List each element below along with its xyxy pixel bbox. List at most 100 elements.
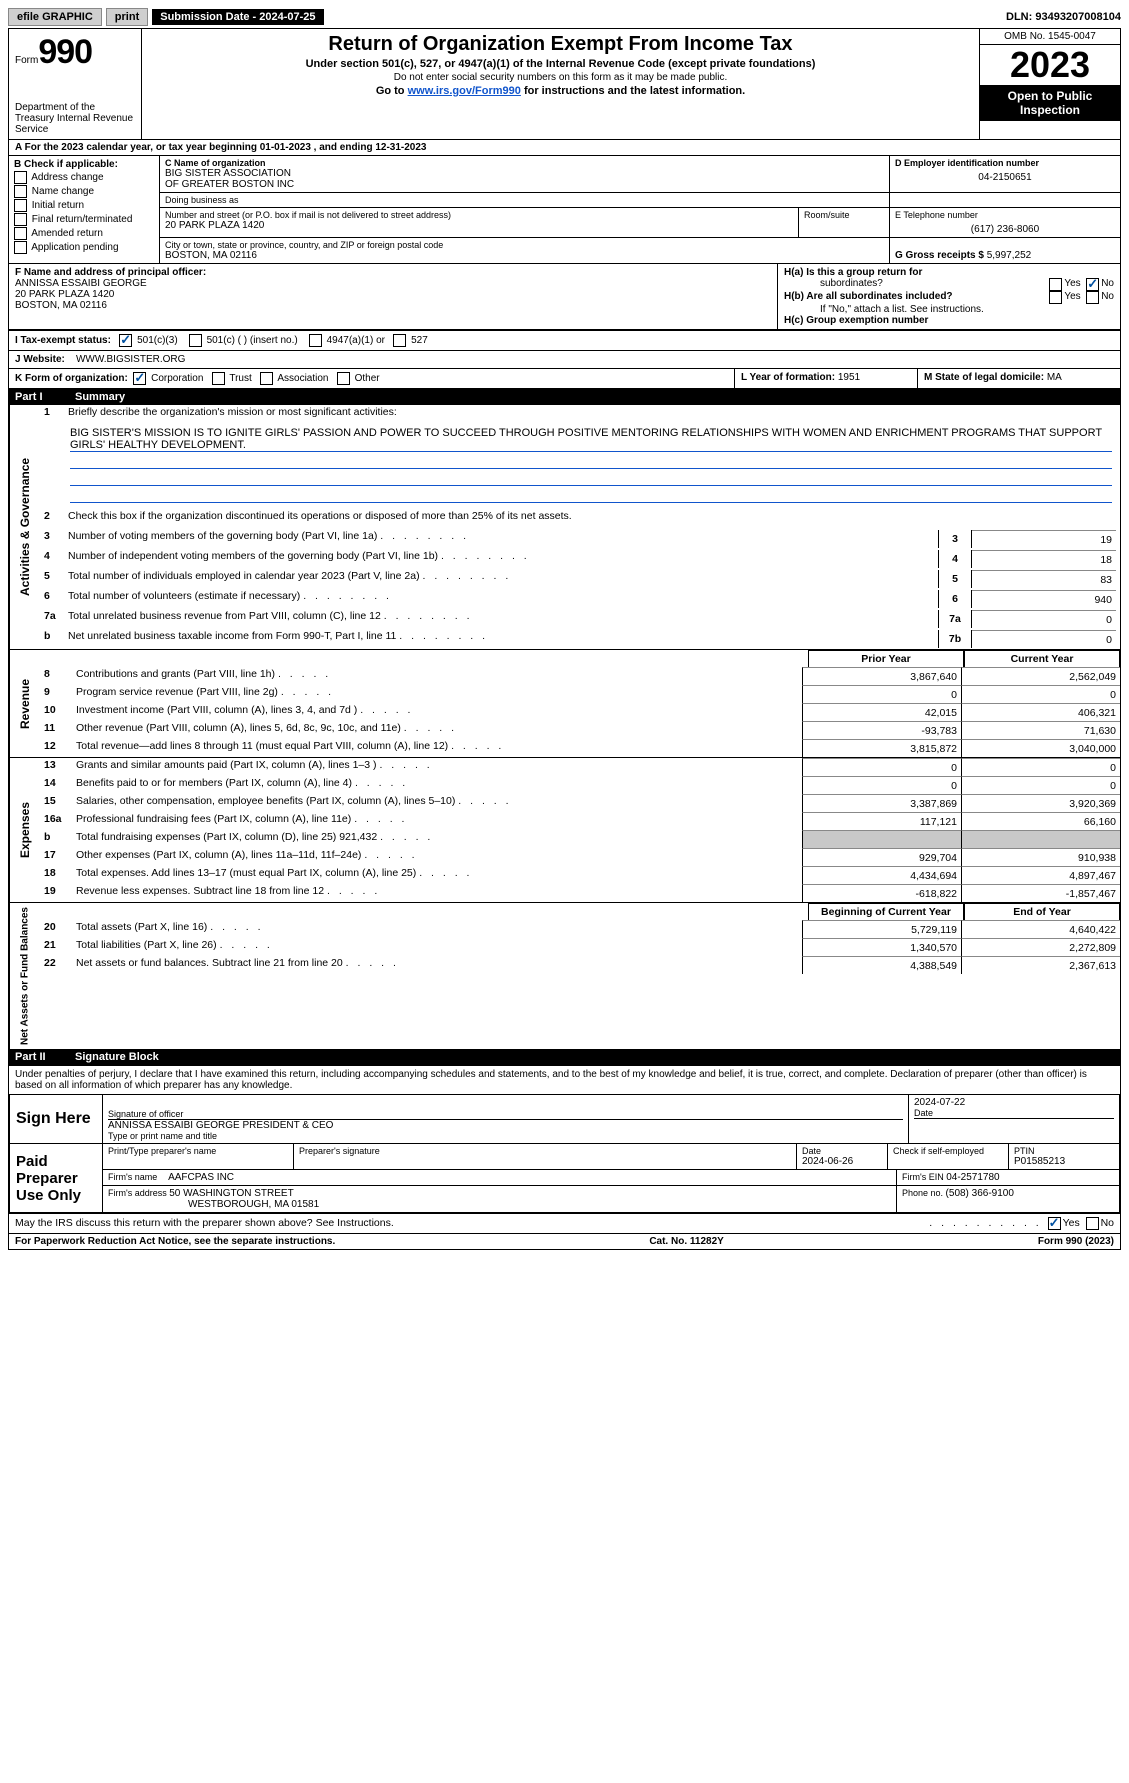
ha-no-label: No bbox=[1101, 278, 1114, 291]
line-num: 11 bbox=[40, 721, 72, 739]
section-h: H(a) Is this a group return for subordin… bbox=[777, 264, 1120, 329]
efile-button[interactable]: efile GRAPHIC bbox=[8, 8, 102, 26]
chk-amended[interactable]: Amended return bbox=[14, 227, 154, 240]
header-center: Return of Organization Exempt From Incom… bbox=[142, 29, 979, 139]
hc-label: H(c) Group exemption number bbox=[784, 315, 928, 326]
ssn-note: Do not enter social security numbers on … bbox=[148, 72, 973, 83]
gross-value: 5,997,252 bbox=[987, 250, 1032, 261]
chk-4947[interactable] bbox=[309, 334, 322, 347]
chk-initial-return-label: Initial return bbox=[32, 200, 84, 211]
line-desc: Salaries, other compensation, employee b… bbox=[72, 794, 802, 812]
col-prior-val: 117,121 bbox=[802, 812, 961, 830]
irs-link[interactable]: www.irs.gov/Form990 bbox=[408, 85, 521, 97]
prep-date-label: Date bbox=[802, 1146, 882, 1156]
line-desc: Total fundraising expenses (Part IX, col… bbox=[72, 830, 802, 848]
col-prior-val: 5,729,119 bbox=[802, 920, 961, 938]
hb-no-checkbox[interactable] bbox=[1086, 291, 1099, 304]
section-m: M State of legal domicile: MA bbox=[917, 369, 1120, 388]
discuss-text: May the IRS discuss this return with the… bbox=[15, 1217, 929, 1230]
section-f: F Name and address of principal officer:… bbox=[9, 264, 777, 329]
chk-other[interactable] bbox=[337, 372, 350, 385]
section-d-spacer bbox=[889, 193, 1120, 207]
ha-no-checkbox[interactable] bbox=[1086, 278, 1099, 291]
line-val: 940 bbox=[972, 590, 1116, 608]
ptin-label: PTIN bbox=[1014, 1146, 1114, 1156]
discuss-no-checkbox[interactable] bbox=[1086, 1217, 1099, 1230]
line1-num: 1 bbox=[44, 406, 68, 418]
chk-address-change[interactable]: Address change bbox=[14, 171, 154, 184]
col-current-val: 2,272,809 bbox=[961, 938, 1120, 956]
chk-trust[interactable] bbox=[212, 372, 225, 385]
line-desc: Benefits paid to or for members (Part IX… bbox=[72, 776, 802, 794]
website-url[interactable]: WWW.BIGSISTER.ORG bbox=[76, 354, 185, 365]
section-j: J Website: WWW.BIGSISTER.ORG bbox=[9, 351, 1120, 369]
firm-name-label: Firm's name bbox=[108, 1172, 160, 1182]
line-num: 21 bbox=[40, 938, 72, 956]
col-prior-val: 4,388,549 bbox=[802, 956, 961, 974]
gov-line: bNet unrelated business taxable income f… bbox=[40, 629, 1120, 649]
sig-officer-label: Signature of officer bbox=[108, 1109, 903, 1120]
col-current-val: 4,640,422 bbox=[961, 920, 1120, 938]
line-val: 19 bbox=[972, 530, 1116, 548]
line-val: 0 bbox=[972, 610, 1116, 628]
line-num: 22 bbox=[40, 956, 72, 974]
col-begin: Beginning of Current Year bbox=[808, 903, 964, 920]
mission-blank3 bbox=[70, 488, 1112, 503]
col-current-val: 0 bbox=[961, 758, 1120, 776]
chk-501c[interactable] bbox=[189, 334, 202, 347]
lbl-4947: 4947(a)(1) or bbox=[327, 335, 385, 346]
line-desc: Grants and similar amounts paid (Part IX… bbox=[72, 758, 802, 776]
line-num: b bbox=[44, 630, 68, 642]
phone-value: (617) 236-8060 bbox=[895, 224, 1115, 235]
section-netassets: Net Assets or Fund Balances Beginning of… bbox=[9, 903, 1120, 1049]
form-org-label: K Form of organization: bbox=[15, 373, 128, 384]
gov-line: 6Total number of volunteers (estimate if… bbox=[40, 589, 1120, 609]
year-formation-val: 1951 bbox=[838, 372, 860, 383]
form-subtitle: Under section 501(c), 527, or 4947(a)(1)… bbox=[148, 58, 973, 70]
col-prior-val: 0 bbox=[802, 685, 961, 703]
line-box: 6 bbox=[938, 590, 972, 608]
line-val: 18 bbox=[972, 550, 1116, 568]
dln-label: DLN: 93493207008104 bbox=[1006, 11, 1121, 23]
chk-initial-return[interactable]: Initial return bbox=[14, 199, 154, 212]
dba-label: Doing business as bbox=[165, 195, 884, 205]
chk-name-change[interactable]: Name change bbox=[14, 185, 154, 198]
chk-527[interactable] bbox=[393, 334, 406, 347]
chk-name-change-label: Name change bbox=[32, 186, 94, 197]
section-revenue: Revenue Prior Year Current Year 8Contrib… bbox=[9, 650, 1120, 758]
lbl-527: 527 bbox=[411, 335, 428, 346]
hb-yes-checkbox[interactable] bbox=[1049, 291, 1062, 304]
firm-phone-label: Phone no. bbox=[902, 1188, 946, 1198]
data-line: 19Revenue less expenses. Subtract line 1… bbox=[40, 884, 1120, 902]
print-button[interactable]: print bbox=[106, 8, 148, 26]
col-prior-val: 3,867,640 bbox=[802, 667, 961, 685]
part1-label: Part I bbox=[15, 391, 75, 403]
section-b: B Check if applicable: Address change Na… bbox=[9, 156, 160, 263]
line-num: 16a bbox=[40, 812, 72, 830]
line-desc: Revenue less expenses. Subtract line 18 … bbox=[72, 884, 802, 902]
chk-corp[interactable] bbox=[133, 372, 146, 385]
line-box: 3 bbox=[938, 530, 972, 548]
discuss-yes-checkbox[interactable] bbox=[1048, 1217, 1061, 1230]
website-label: J Website: bbox=[15, 354, 68, 365]
col-current-val: 910,938 bbox=[961, 848, 1120, 866]
line-num: 8 bbox=[40, 667, 72, 685]
chk-501c3[interactable] bbox=[119, 334, 132, 347]
chk-app-pending[interactable]: Application pending bbox=[14, 241, 154, 254]
chk-app-pending-label: Application pending bbox=[31, 242, 118, 253]
line2-num: 2 bbox=[44, 510, 68, 522]
sig-officer-name: ANNISSA ESSAIBI GEORGE PRESIDENT & CEO bbox=[108, 1120, 903, 1131]
org-name-label: C Name of organization bbox=[165, 158, 884, 168]
chk-final-return[interactable]: Final return/terminated bbox=[14, 213, 154, 226]
data-line: 15Salaries, other compensation, employee… bbox=[40, 794, 1120, 812]
form-label: Form bbox=[15, 55, 38, 66]
rev-col-header: Prior Year Current Year bbox=[40, 650, 1120, 667]
section-governance: Activities & Governance 1Briefly describ… bbox=[9, 405, 1120, 650]
chk-assoc[interactable] bbox=[260, 372, 273, 385]
gov-line: 3Number of voting members of the governi… bbox=[40, 529, 1120, 549]
firm-ein-label: Firm's EIN bbox=[902, 1172, 946, 1182]
line-desc: Number of voting members of the governin… bbox=[68, 530, 938, 542]
line-desc: Professional fundraising fees (Part IX, … bbox=[72, 812, 802, 830]
line-num: 15 bbox=[40, 794, 72, 812]
ha-yes-checkbox[interactable] bbox=[1049, 278, 1062, 291]
